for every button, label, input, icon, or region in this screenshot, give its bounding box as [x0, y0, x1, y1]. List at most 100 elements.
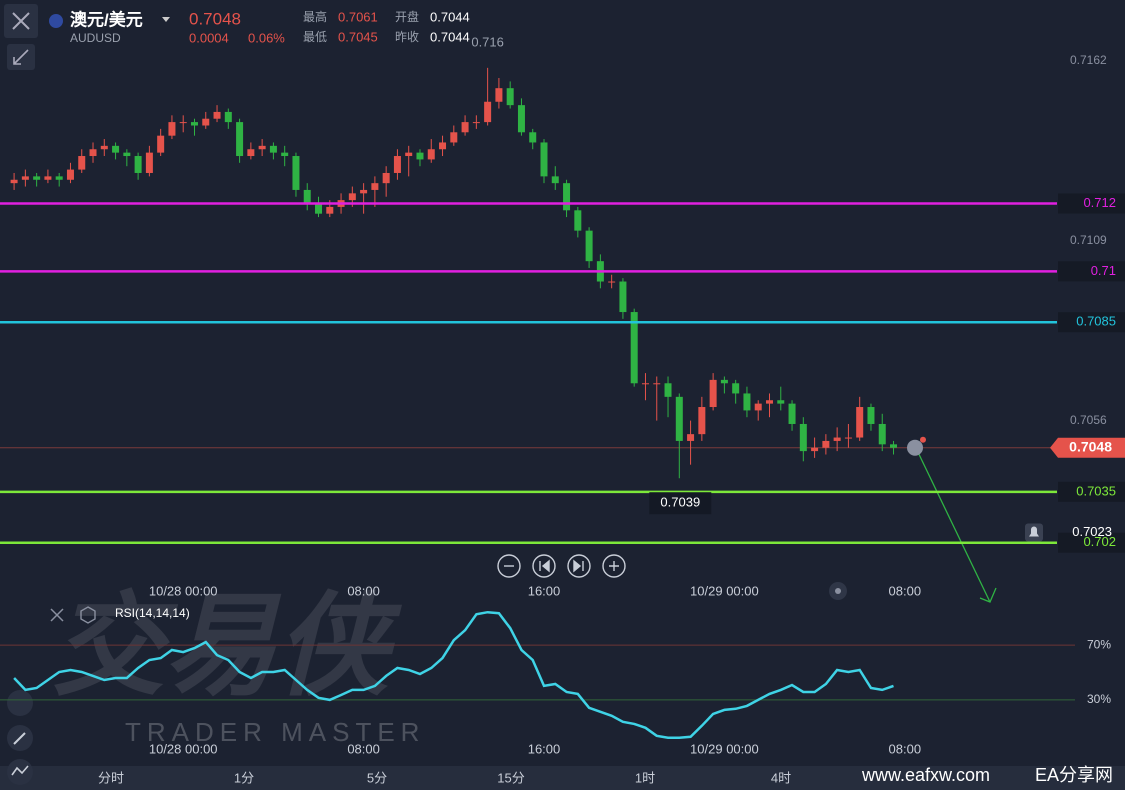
- candle-body: [743, 393, 751, 411]
- candle-body: [608, 281, 616, 283]
- symbol-code: AUDUSD: [70, 31, 121, 45]
- sidebar-button[interactable]: [7, 690, 33, 716]
- price-level-tag: [1058, 532, 1125, 553]
- candle-body: [484, 101, 492, 123]
- stat-value: 0.7044: [430, 29, 470, 44]
- candle-body: [33, 176, 41, 180]
- candle-body: [112, 145, 120, 153]
- timeframe-bar: [0, 766, 1125, 790]
- candle-body: [427, 149, 435, 160]
- icon: [11, 765, 29, 776]
- zoom-out[interactable]: [497, 554, 521, 578]
- candle-body: [540, 142, 548, 177]
- timeframe-tab[interactable]: 4时: [771, 770, 791, 785]
- stat-label: 最低: [303, 30, 327, 44]
- symbol-name[interactable]: 澳元/美元: [70, 9, 143, 29]
- timeframe-tab[interactable]: 分时: [98, 770, 124, 785]
- candle-body: [89, 149, 97, 157]
- go-start[interactable]: [532, 554, 556, 578]
- candle-body: [506, 88, 514, 106]
- candle-body: [777, 400, 785, 404]
- timeframe-tab[interactable]: 1分: [234, 770, 254, 785]
- close-icon: [12, 12, 30, 30]
- candle-body: [145, 152, 153, 173]
- candle-body: [179, 122, 187, 124]
- stat-value: 0.7061: [338, 9, 378, 24]
- candle-body: [44, 176, 52, 180]
- stat-label: 开盘: [395, 9, 419, 24]
- shrink-icon: [13, 49, 29, 65]
- low-annotation: 0.7039: [660, 495, 700, 510]
- price-level-tag: [1058, 481, 1125, 502]
- candle-body: [563, 183, 571, 211]
- rsi-x-tick-label: 16:00: [528, 741, 561, 756]
- candle-body: [833, 437, 841, 441]
- candle-body: [551, 176, 559, 184]
- price-level-label: 0.7085: [1076, 314, 1116, 329]
- icon: [609, 561, 619, 571]
- rsi-x-tick-label: 10/29 00:00: [690, 741, 759, 756]
- zoom-controls: [497, 554, 626, 578]
- candle-body: [664, 383, 672, 397]
- icon: [13, 732, 26, 745]
- price-level-label: 0.702: [1083, 534, 1116, 549]
- candle-body: [269, 145, 277, 153]
- candle-body: [326, 206, 334, 214]
- candle-body: [202, 118, 210, 126]
- timeframe-tab[interactable]: 5分: [367, 770, 387, 785]
- candle-body: [732, 383, 740, 394]
- price-level-label: 0.7035: [1076, 483, 1116, 498]
- watermark-cn: 交易侠: [52, 584, 402, 709]
- price-marker-dot: [920, 436, 926, 443]
- candle-body: [439, 142, 447, 150]
- candle-body: [856, 407, 864, 438]
- rsi-settings[interactable]: [80, 606, 96, 624]
- stat-value: 0.7045: [338, 29, 378, 44]
- candle-body: [382, 172, 390, 184]
- timeframe-tab[interactable]: 1时: [635, 770, 655, 785]
- candle-body: [10, 179, 18, 184]
- dropdown-icon[interactable]: [162, 17, 170, 22]
- flag-icon: [49, 14, 63, 28]
- candle-body: [258, 145, 266, 150]
- candle-body: [123, 152, 131, 157]
- candle-body: [754, 403, 762, 411]
- price-marker: [907, 439, 923, 456]
- last-price-tag: [1050, 437, 1125, 458]
- price-level-tag: [1058, 261, 1125, 282]
- candle-body: [720, 379, 728, 384]
- zoom-in[interactable]: [602, 554, 626, 578]
- candle-body: [687, 434, 695, 441]
- alert-label: 0.7023: [1072, 524, 1112, 539]
- candle-body: [811, 447, 819, 452]
- candle-body: [890, 444, 898, 448]
- candle-body: [315, 203, 323, 214]
- candle-body: [788, 403, 796, 424]
- rsi-line: [13, 610, 894, 739]
- x-tick-label: 08:00: [889, 583, 922, 598]
- rsi-title: RSI(14,14,14): [115, 606, 190, 620]
- candle-body: [55, 176, 63, 180]
- candle-body: [66, 169, 74, 180]
- candle-body: [236, 122, 244, 157]
- candle-body: [393, 156, 401, 173]
- candle-body: [822, 440, 830, 448]
- go-end[interactable]: [567, 554, 591, 578]
- bell: [1029, 526, 1039, 537]
- candle-body: [619, 281, 627, 313]
- candle-body: [78, 156, 86, 170]
- candle-body: [641, 383, 649, 385]
- candle-body: [157, 135, 165, 153]
- candle-body: [878, 423, 886, 445]
- candle-body: [416, 152, 424, 160]
- x-tick-label: 10/29 00:00: [690, 583, 759, 598]
- candle-body: [630, 312, 638, 384]
- timeframe-tab[interactable]: 15分: [497, 770, 524, 785]
- candle-body: [844, 437, 852, 439]
- rsi-close[interactable]: [50, 608, 64, 622]
- candle-body: [585, 230, 593, 262]
- icon: [573, 559, 584, 573]
- trend-arrow[interactable]: [914, 445, 997, 603]
